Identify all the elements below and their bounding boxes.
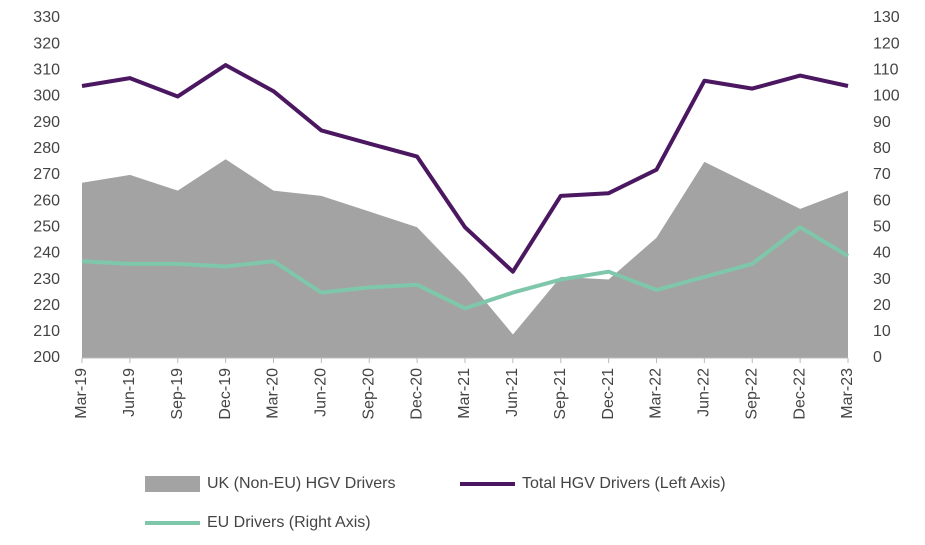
line (81, 63, 849, 274)
x-tick-label: Sep-20 (360, 368, 377, 420)
y2-tick-label: 100 (873, 88, 900, 105)
x-tick-label: Dec-19 (217, 368, 234, 420)
y2-tick-label: 110 (873, 62, 899, 79)
x-tick-label: Mar-21 (456, 368, 473, 419)
y2-tick-label: 10 (873, 323, 891, 340)
y2-tick-label: 130 (873, 9, 900, 26)
x-tick-label: Mar-19 (73, 368, 90, 419)
x-tick-label: Jun-22 (696, 368, 713, 417)
x-tick-label: Mar-20 (265, 368, 282, 419)
y-tick-label: 310 (33, 62, 60, 79)
y2-tick-label: 90 (873, 114, 891, 131)
x-tick-label: Dec-21 (600, 368, 617, 420)
legend-label: Total HGV Drivers (Left Axis) (522, 475, 726, 492)
y2-tick-label: 0 (873, 349, 882, 366)
legend-swatch (145, 476, 200, 492)
y-tick-label: 320 (33, 35, 60, 52)
x-tick-label: Dec-20 (408, 368, 425, 420)
y2-tick-label: 80 (873, 140, 891, 157)
x-tick-label: Jun-21 (504, 368, 521, 417)
x-tick-label: Sep-22 (743, 368, 760, 420)
y-tick-label: 240 (33, 245, 60, 262)
line (81, 225, 850, 311)
y2-tick-label: 70 (873, 166, 891, 183)
y2-tick-label: 50 (873, 218, 891, 235)
y-tick-label: 330 (33, 9, 60, 26)
x-tick-label: Sep-21 (552, 368, 569, 420)
y-tick-label: 300 (33, 88, 60, 105)
y-tick-label: 200 (33, 349, 60, 366)
x-tick-label: Mar-23 (839, 368, 856, 419)
x-tick-label: Jun-20 (313, 368, 330, 417)
y-tick-label: 270 (33, 166, 60, 183)
area (82, 159, 848, 358)
y2-tick-label: 30 (873, 271, 891, 288)
x-tick-label: Mar-22 (648, 368, 665, 419)
y-tick-label: 280 (33, 140, 60, 157)
y-tick-label: 250 (33, 218, 60, 235)
y2-tick-label: 20 (873, 297, 891, 314)
y-tick-label: 230 (33, 271, 60, 288)
x-tick-label: Dec-22 (791, 368, 808, 420)
x-tick-label: Jun-19 (121, 368, 138, 417)
y2-tick-label: 120 (873, 35, 900, 52)
y-tick-label: 260 (33, 192, 60, 209)
y-tick-label: 290 (33, 114, 60, 131)
legend-label: UK (Non-EU) HGV Drivers (207, 475, 395, 492)
y-tick-label: 220 (33, 297, 60, 314)
y2-tick-label: 40 (873, 245, 891, 262)
x-tick-label: Sep-19 (169, 368, 186, 420)
y2-tick-label: 60 (873, 192, 891, 209)
y-tick-label: 210 (33, 323, 60, 340)
legend-label: EU Drivers (Right Axis) (207, 514, 371, 531)
